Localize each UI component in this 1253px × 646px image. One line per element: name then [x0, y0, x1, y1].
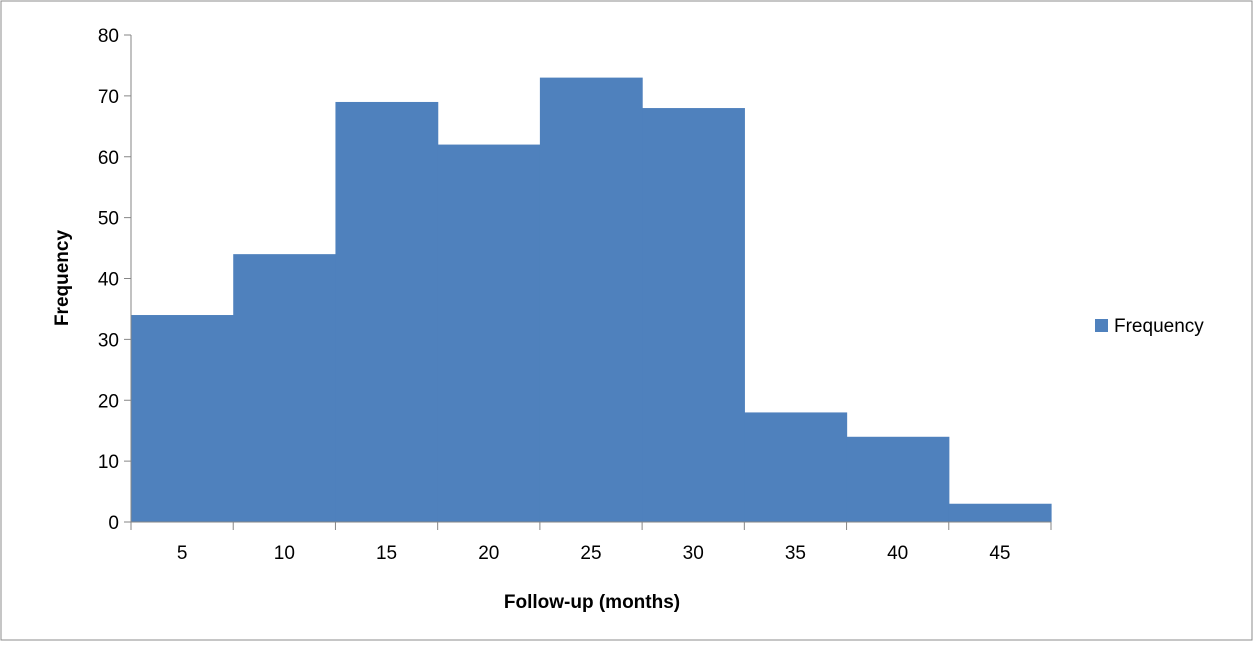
x-tick-label-35: 35: [785, 543, 806, 564]
bar-20: [437, 144, 541, 522]
x-tick-label-10: 10: [274, 543, 295, 564]
y-tick-label-10: 10: [98, 452, 119, 473]
legend-label: Frequency: [1114, 316, 1204, 337]
bar-15: [335, 101, 439, 523]
y-tick-label-80: 80: [98, 26, 119, 47]
bars-group: [131, 77, 1052, 523]
x-tick-label-5: 5: [177, 543, 188, 564]
bar-40: [846, 436, 950, 522]
y-tick-label-30: 30: [98, 330, 119, 351]
bar-25: [539, 77, 643, 523]
legend-swatch: [1095, 319, 1108, 332]
x-tick-label-30: 30: [683, 543, 704, 564]
x-tick-label-45: 45: [989, 543, 1010, 564]
legend: Frequency: [1095, 316, 1204, 337]
x-tick-label-40: 40: [887, 543, 908, 564]
labels-group: 0 10 20 30 40 50 60 70 80 5 10 15 20 25 30 35 40 45: [98, 26, 1011, 564]
bar-35: [744, 412, 848, 522]
y-tick-label-60: 60: [98, 148, 119, 169]
x-tick-label-20: 20: [478, 543, 499, 564]
y-tick-label-20: 20: [98, 391, 119, 412]
bar-5: [131, 315, 234, 522]
x-tick-label-25: 25: [580, 543, 601, 564]
x-tick-label-15: 15: [376, 543, 397, 564]
y-tick-label-70: 70: [98, 87, 119, 108]
y-tick-label-50: 50: [98, 209, 119, 230]
y-axis-title: Frequency: [52, 230, 73, 327]
axes-group: [124, 34, 1052, 530]
x-axis-title: Follow-up (months): [504, 592, 680, 613]
bar-30: [642, 108, 745, 523]
bar-10: [233, 254, 337, 522]
y-tick-label-40: 40: [98, 270, 119, 291]
bar-45: [948, 503, 1052, 522]
y-tick-label-0: 0: [108, 513, 119, 534]
